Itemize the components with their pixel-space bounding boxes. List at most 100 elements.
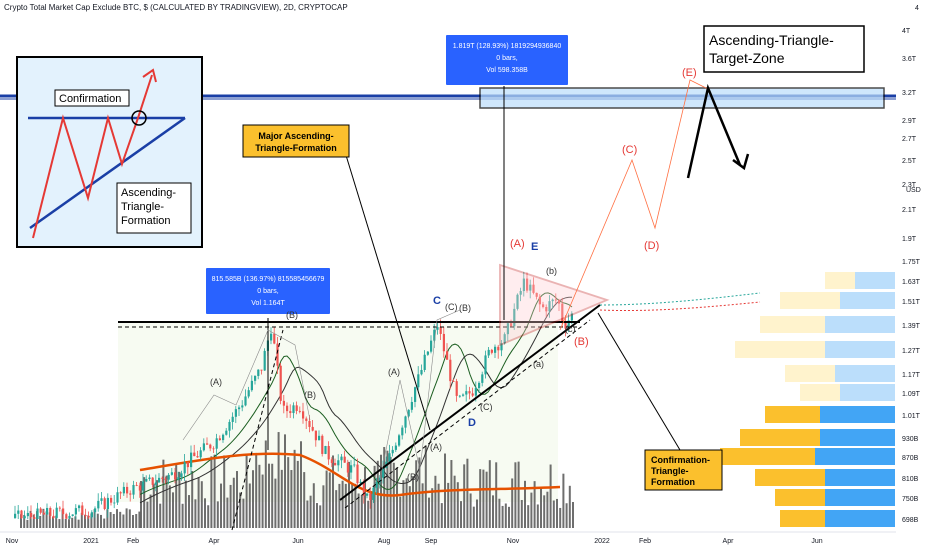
wave-label-small: (C) bbox=[445, 302, 458, 312]
wave-label-small: (c) bbox=[565, 324, 576, 334]
price-axis[interactable]: 4T 3.6T 3.2T 2.9T 2.7T 2.5T 2.3T 2.1T 1.9T 1.75T 1… bbox=[896, 0, 932, 550]
candle bbox=[407, 409, 410, 417]
volume-bar bbox=[530, 492, 533, 528]
candle bbox=[327, 446, 330, 460]
volume-bar bbox=[328, 472, 331, 528]
volume-bar bbox=[68, 519, 70, 528]
volume-bar bbox=[264, 440, 267, 528]
volume-bar bbox=[424, 445, 427, 528]
candle bbox=[404, 416, 407, 428]
candle bbox=[497, 346, 500, 351]
volume-bar bbox=[364, 467, 366, 528]
tooltip-left-line: Vol 1.164T bbox=[251, 300, 285, 307]
volume-bar bbox=[197, 477, 200, 528]
labels: ConfirmationAscending-Triangle-Formation… bbox=[16, 25, 865, 491]
volume-bar bbox=[226, 497, 229, 528]
price-tick-label: 1.63T bbox=[902, 279, 921, 286]
candle bbox=[311, 426, 314, 431]
volume-bar bbox=[64, 519, 67, 528]
candle bbox=[570, 313, 573, 321]
wave-label-blue: C bbox=[433, 295, 441, 307]
volume-profile-bar bbox=[780, 510, 825, 527]
price-axis-bg bbox=[896, 0, 932, 550]
candle bbox=[90, 512, 93, 518]
candle bbox=[126, 486, 129, 494]
target-zone-note: Ascending-Triangle- Target-Zone bbox=[703, 25, 865, 73]
volume-bar bbox=[312, 483, 315, 528]
volume-bar bbox=[87, 515, 90, 528]
volume-bar bbox=[96, 513, 99, 528]
candle bbox=[526, 278, 529, 291]
candle bbox=[218, 438, 221, 441]
candle bbox=[478, 382, 481, 389]
volume-bar bbox=[90, 513, 93, 528]
volume-bar bbox=[460, 501, 462, 528]
candle bbox=[436, 327, 439, 330]
time-tick-label: 2022 bbox=[594, 538, 610, 545]
inset-circle bbox=[131, 110, 147, 126]
candle bbox=[52, 515, 55, 518]
tooltip-left: 815.585B (136.97%) 815585456679 0 bars, Vo… bbox=[206, 268, 330, 314]
volume-bar bbox=[306, 500, 309, 528]
candle bbox=[465, 391, 468, 395]
candle bbox=[401, 427, 404, 436]
candle bbox=[305, 418, 308, 421]
candle bbox=[209, 444, 212, 449]
candle bbox=[372, 487, 375, 500]
volume-bar bbox=[258, 464, 261, 528]
volume-bar bbox=[466, 458, 469, 528]
volume-bar bbox=[200, 481, 203, 528]
time-tick-label: Nov bbox=[507, 538, 520, 545]
ma-volume bbox=[139, 452, 561, 497]
inset-pattern-box bbox=[116, 182, 192, 234]
volume-bar bbox=[562, 473, 565, 528]
candle bbox=[410, 401, 413, 410]
tooltip-top-line: 0 bars, bbox=[496, 55, 517, 62]
candle bbox=[103, 498, 106, 510]
volume-bar bbox=[277, 432, 280, 528]
candle bbox=[446, 351, 449, 360]
volume-bar bbox=[125, 508, 128, 528]
volume-bar bbox=[32, 514, 35, 528]
candle bbox=[458, 395, 461, 397]
candle bbox=[362, 481, 365, 496]
volume-bar bbox=[412, 476, 414, 528]
candle bbox=[119, 492, 122, 494]
price-tick-label: 3.2T bbox=[902, 90, 917, 97]
candle bbox=[545, 307, 548, 312]
time-tick-label: Jun bbox=[811, 538, 822, 545]
volume-bar bbox=[175, 465, 178, 528]
candle bbox=[522, 278, 525, 292]
volume-bar bbox=[156, 480, 158, 528]
candle bbox=[228, 421, 231, 431]
candle bbox=[529, 284, 532, 291]
major-triangle-note-box bbox=[242, 124, 350, 158]
candle bbox=[142, 481, 145, 491]
volume-bar bbox=[354, 483, 357, 528]
candle bbox=[452, 381, 455, 382]
target-arrow bbox=[686, 83, 742, 179]
candle bbox=[234, 409, 237, 417]
volume-bar bbox=[476, 499, 478, 528]
candle bbox=[167, 474, 170, 480]
price-tick-label: 698B bbox=[902, 517, 919, 524]
candle bbox=[561, 303, 564, 322]
candle bbox=[558, 300, 561, 304]
volume-bar bbox=[367, 500, 370, 528]
volume-bar bbox=[45, 511, 48, 528]
candle bbox=[423, 354, 426, 370]
price-tick-label: 2.3T bbox=[902, 182, 917, 189]
candle bbox=[474, 388, 477, 396]
volume-bar bbox=[165, 475, 168, 528]
volume-bar bbox=[565, 503, 568, 528]
volume-bar bbox=[143, 477, 146, 528]
volume-bar bbox=[389, 456, 392, 528]
wave-label-small: (B) bbox=[407, 472, 419, 482]
candle bbox=[186, 462, 189, 468]
volume-bar bbox=[568, 485, 571, 528]
time-axis[interactable]: Nov 2021 Feb Apr Jun Aug Sep Nov 2022 Feb Apr Jun bbox=[0, 531, 896, 545]
volume-bar bbox=[383, 447, 386, 528]
wave-label-blue: D bbox=[468, 417, 476, 429]
volume-profile-bar bbox=[775, 489, 825, 506]
candle bbox=[14, 513, 17, 518]
